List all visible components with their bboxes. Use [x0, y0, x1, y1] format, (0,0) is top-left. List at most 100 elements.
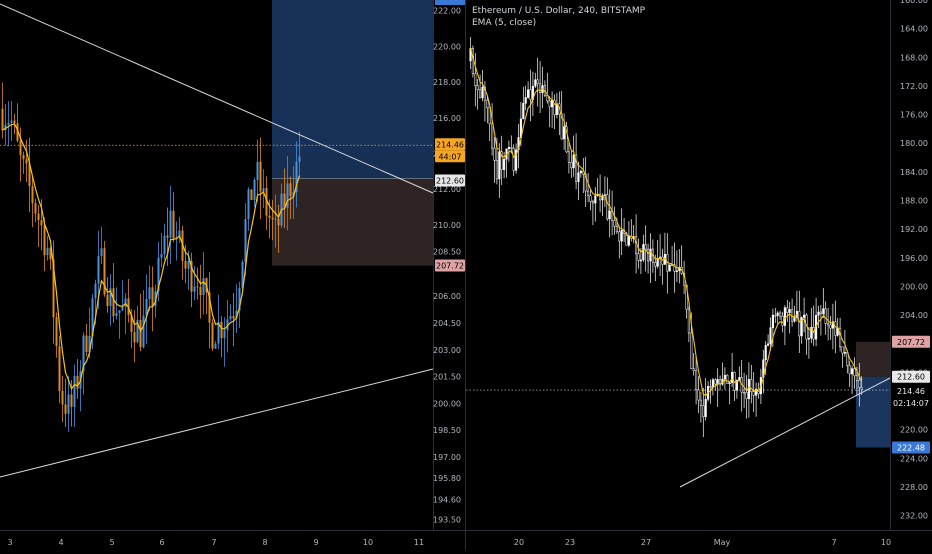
right-candle [834, 321, 837, 336]
right-candle [786, 307, 789, 313]
right-last-price-tag-bg [892, 385, 930, 398]
right-target-tag: 222.48 [897, 443, 925, 452]
right-candle [675, 270, 678, 273]
right-candle [565, 126, 568, 153]
right-candle [747, 379, 750, 400]
left-y-tick-label: 216.00 [433, 114, 461, 123]
right-candle [486, 99, 489, 108]
right-candle [503, 158, 506, 170]
left-candle [289, 183, 292, 197]
left-candle [103, 248, 106, 295]
left-candle [241, 261, 244, 288]
left-candle [7, 122, 10, 125]
left-x-tick-label: 10 [363, 538, 373, 547]
left-candle [148, 287, 151, 300]
left-y-tick-label: 198.50 [433, 426, 461, 435]
right-stop-tag: 207.72 [897, 338, 925, 347]
left-candle [229, 316, 232, 320]
left-candle [115, 312, 118, 317]
left-candle [256, 161, 259, 181]
left-ema-line [2, 123, 301, 391]
right-candle [479, 89, 482, 99]
right-candle [714, 379, 717, 385]
left-candle [178, 230, 181, 238]
right-y-tick-label: 220.00 [900, 426, 928, 435]
left-candle [94, 283, 97, 299]
left-candle [244, 219, 247, 262]
left-x-tick-label: 7 [211, 538, 216, 547]
right-candle [776, 312, 779, 316]
right-candle [860, 387, 863, 390]
left-y-tick-label: 222.00 [433, 7, 461, 16]
right-candle [750, 379, 753, 392]
right-candle [771, 314, 774, 329]
right-candle [810, 326, 813, 339]
right-candle [594, 195, 597, 204]
left-y-tick-label: 203.00 [433, 346, 461, 355]
right-y-tick-label: 172.00 [900, 82, 928, 91]
right-target-tag-bg [892, 441, 930, 454]
right-candle [752, 391, 755, 396]
left-last-price-tag: 214.46 [436, 140, 464, 149]
right-candle [563, 126, 566, 140]
right-candle [637, 253, 640, 261]
right-trendline [679, 377, 891, 488]
left-y-tick-label: 200.00 [433, 399, 461, 408]
chart-title: Ethereum / U.S. Dollar, 240, BITSTAMP [472, 6, 646, 16]
right-candle [644, 244, 647, 250]
right-last-price-tag: 214.46 [897, 387, 925, 396]
ema-indicator-label[interactable]: EMA (5, close) [472, 18, 537, 28]
right-candle [495, 160, 498, 180]
right-candle [851, 368, 854, 375]
right-candle [579, 170, 582, 174]
left-candle [4, 124, 7, 131]
left-candle [46, 247, 49, 256]
right-candle [512, 147, 515, 171]
left-candle [274, 218, 277, 220]
right-candle [827, 323, 830, 326]
left-candle [91, 298, 94, 336]
right-candle [711, 379, 714, 388]
right-candle [654, 262, 657, 267]
left-candle [202, 278, 205, 296]
right-candle [575, 154, 578, 182]
left-candle [226, 319, 229, 331]
left-candle [262, 188, 265, 192]
left-y-tick-label: 195.80 [433, 474, 461, 483]
right-y-tick-label: 168.00 [900, 53, 928, 62]
right-candle [493, 147, 496, 161]
left-y-tick-label: 193.50 [433, 515, 461, 524]
right-candle [843, 352, 846, 354]
right-countdown-tag: 02:14:07 [893, 399, 929, 408]
left-y-tick-label: 194.60 [433, 496, 461, 505]
right-candle [848, 365, 851, 375]
right-x-tick-label: May [714, 538, 731, 547]
left-candle [49, 247, 52, 260]
left-x-tick-label: 4 [58, 538, 63, 547]
left-stop-tag-bg [435, 259, 465, 272]
left-y-tick-label: 212.00 [433, 185, 461, 194]
left-candle [97, 256, 100, 284]
right-candle [692, 368, 695, 371]
left-candle [265, 188, 268, 216]
left-y-tick-label: 206.00 [433, 292, 461, 301]
left-candle [28, 163, 31, 187]
right-candle [577, 172, 580, 182]
left-last-price-tag-bg [435, 138, 465, 151]
left-candle [277, 218, 280, 226]
left-candle [121, 306, 124, 311]
left-y-tick-label: 210.00 [433, 221, 461, 230]
left-countdown-tag-bg [435, 150, 465, 163]
left-x-tick-label: 9 [313, 538, 318, 547]
right-x-tick-label: 20 [514, 538, 524, 547]
left-candle [157, 257, 160, 292]
left-x-tick-label: 3 [7, 538, 12, 547]
left-candle [13, 120, 16, 124]
right-candle [524, 97, 527, 104]
left-candle [118, 310, 121, 313]
left-candle [298, 156, 301, 162]
right-candle [491, 123, 494, 149]
left-descending-trendline [0, 3, 434, 194]
